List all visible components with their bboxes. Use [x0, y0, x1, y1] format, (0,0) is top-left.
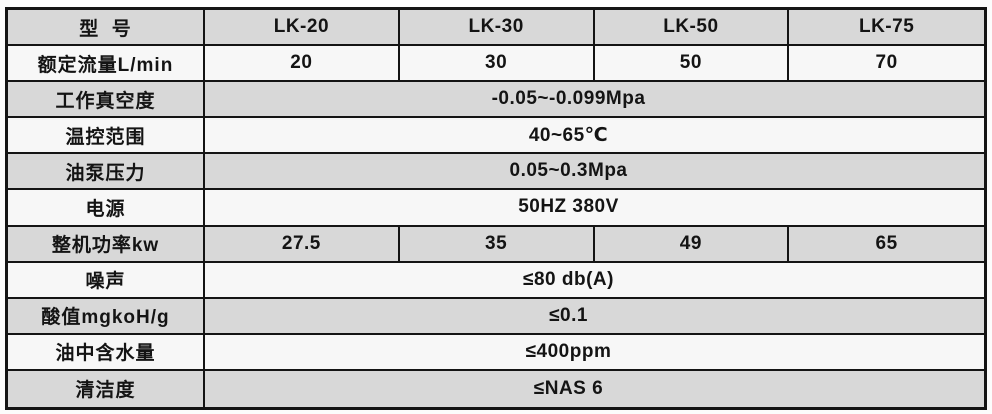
table-row-noise: 噪声 ≤80 db(A) [8, 262, 984, 299]
table-row-power-supply: 电源 50HZ 380V [8, 190, 984, 227]
flow-value: 30 [400, 46, 595, 81]
water-content-value: ≤400ppm [525, 340, 612, 362]
row-label-acid-value: 酸值mgkoH/g [8, 298, 205, 333]
row-label-noise: 噪声 [8, 262, 205, 297]
vacuum-value: -0.05~-0.099Mpa [491, 88, 646, 110]
model-lk50: LK-50 [595, 10, 790, 45]
table-row-rated-flow: 额定流量L/min 20 30 50 70 [8, 46, 984, 83]
table-row-water-content: 油中含水量 ≤400ppm [8, 334, 984, 371]
row-label-pump-pressure: 油泵压力 [8, 154, 205, 189]
power-value: 65 [875, 232, 898, 254]
row-label-total-power: 整机功率kw [8, 226, 205, 261]
row-label-water-content: 油中含水量 [8, 334, 205, 369]
pump-pressure-value: 0.05~0.3Mpa [509, 160, 628, 182]
row-label-rated-flow: 额定流量L/min [8, 46, 205, 81]
model-lk20: LK-20 [205, 10, 400, 45]
row-label-power-supply: 电源 [8, 190, 205, 225]
row-label-temp-range: 温控范围 [8, 118, 205, 153]
acid-value: ≤0.1 [549, 304, 588, 326]
table-row-acid-value: 酸值mgkoH/g ≤0.1 [8, 298, 984, 335]
noise-value: ≤80 db(A) [523, 268, 614, 290]
table-row-pump-pressure: 油泵压力 0.05~0.3Mpa [8, 154, 984, 191]
model-lk75: LK-75 [858, 16, 915, 38]
model-lk30: LK-30 [400, 10, 595, 45]
row-label-working-vacuum: 工作真空度 [8, 82, 205, 117]
flow-value: 50 [595, 46, 790, 81]
table-row-temp-range: 温控范围 40~65℃ [8, 118, 984, 155]
power-value: 27.5 [205, 226, 400, 261]
flow-value: 70 [875, 52, 898, 74]
table-row-total-power: 整机功率kw 27.5 35 49 65 [8, 226, 984, 263]
table-row-cleanliness: 清洁度 ≤NAS 6 [8, 370, 984, 407]
cleanliness-value: ≤NAS 6 [533, 377, 604, 399]
flow-value: 20 [205, 46, 400, 81]
scan-artifact-notch [810, 0, 844, 7]
row-label-model: 型 号 [8, 10, 205, 45]
table-row-model: 型 号 LK-20 LK-30 LK-50 LK-75 [8, 10, 984, 47]
table-row-working-vacuum: 工作真空度 -0.05~-0.099Mpa [8, 82, 984, 119]
spec-table: 型 号 LK-20 LK-30 LK-50 LK-75 额定流量L/min 20… [5, 7, 987, 410]
temp-range-value: 40~65℃ [528, 124, 609, 146]
power-value: 35 [400, 226, 595, 261]
power-supply-value: 50HZ 380V [518, 196, 619, 218]
row-label-cleanliness: 清洁度 [8, 370, 205, 407]
power-value: 49 [595, 226, 790, 261]
